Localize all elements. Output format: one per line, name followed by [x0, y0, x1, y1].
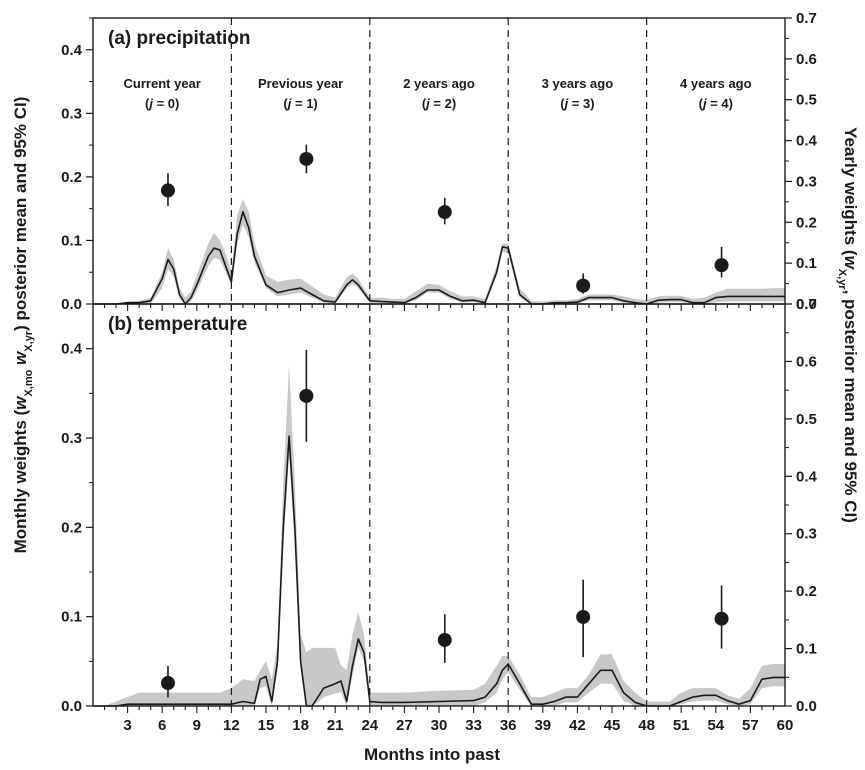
y-tick-label: 0.0: [61, 698, 82, 715]
y-tick-label: 0.3: [61, 105, 82, 122]
x-tick-label: 48: [638, 717, 655, 734]
x-tick-label: 27: [396, 717, 413, 734]
y2-tick-label: 0.0: [796, 698, 817, 715]
y-tick-label: 0.3: [61, 430, 82, 447]
y-tick-label: 0.4: [61, 42, 83, 59]
x-tick-label: 42: [569, 717, 586, 734]
year-label: Previous year: [258, 76, 343, 91]
monthly-mean-line: [93, 211, 785, 305]
y2-tick-label: 0.4: [796, 133, 818, 150]
year-label: 3 years ago: [542, 76, 614, 91]
panel-title: (b) temperature: [108, 314, 247, 335]
x-tick-label: 51: [673, 717, 690, 734]
x-tick-label: 3: [123, 717, 131, 734]
x-tick-label: 12: [223, 717, 240, 734]
yearly-weight-point: [160, 183, 175, 198]
y2-tick-label: 0.1: [796, 255, 817, 272]
y-tick-label: 0.1: [61, 609, 82, 626]
x-tick-label: 36: [500, 717, 517, 734]
y2-tick-label: 0.5: [796, 92, 817, 109]
x-tick-label: 57: [742, 717, 759, 734]
y-tick-label: 0.0: [61, 296, 82, 313]
y2-tick-label: 0.6: [796, 353, 817, 370]
year-label-index: (j = 4): [699, 96, 733, 111]
panel-precipitation: 0.0 0.1 0.2 0.3 0.4 0.0 0.1 0.2 0.3 0.4 0.5 0.6 0.7 (…: [61, 10, 817, 313]
year-label: Current year: [124, 76, 201, 91]
x-tick-label: 6: [158, 717, 166, 734]
monthly-ci-band: [93, 199, 785, 304]
yearly-weight-point: [576, 609, 591, 624]
y2-tick-label: 0.3: [796, 173, 817, 190]
monthly-mean-line: [93, 435, 785, 707]
y-tick-label: 0.2: [61, 169, 82, 186]
x-tick-label: 21: [327, 717, 344, 734]
x-tick-label: 24: [361, 717, 378, 734]
y2-tick-label: 0.3: [796, 526, 817, 543]
y2-tick-label: 0.5: [796, 411, 817, 428]
y2-tick-label: 0.2: [796, 214, 817, 231]
x-axis-title: Months into past: [364, 745, 500, 764]
y-tick-label: 0.1: [61, 232, 82, 249]
y2-tick-label: 0.4: [796, 468, 818, 485]
panel-temperature: 0.0 0.1 0.2 0.3 0.4 0.0 0.1 0.2 0.3 0.4 0.5 0.6 0.7 3…: [61, 296, 817, 734]
y2-tick-label: 0.0: [796, 296, 817, 313]
yearly-weight-point: [437, 205, 452, 220]
yearly-weight-point: [437, 632, 452, 647]
yearly-weight-point: [714, 258, 729, 273]
yearly-weight-point: [160, 676, 175, 691]
year-label-index: (j = 1): [283, 96, 317, 111]
y2-tick-label: 0.7: [796, 296, 817, 313]
y-tick-label: 0.4: [61, 341, 83, 358]
year-label-index: (j = 0): [145, 96, 179, 111]
yearly-weight-point: [714, 611, 729, 626]
x-tick-label: 15: [258, 717, 275, 734]
year-label-index: (j = 3): [560, 96, 594, 111]
year-label: 2 years ago: [403, 76, 475, 91]
yearly-weight-point: [299, 388, 314, 403]
y2-tick-label: 0.7: [796, 10, 817, 27]
year-label: 4 years ago: [680, 76, 752, 91]
x-tick-label: 30: [431, 717, 448, 734]
left-axis-title: Monthly weights (wX,mo wX,yr) posterior …: [11, 97, 35, 554]
x-tick-label: 9: [193, 717, 201, 734]
y-tick-label: 0.2: [61, 519, 82, 536]
panel-title: (a) precipitation: [108, 28, 251, 49]
x-tick-label: 45: [604, 717, 621, 734]
plot-frame: [92, 17, 786, 305]
x-tick-label: 54: [707, 717, 724, 734]
year-label-index: (j = 2): [422, 96, 456, 111]
yearly-weight-point: [576, 278, 591, 293]
x-tick-label: 60: [777, 717, 794, 734]
x-tick-label: 18: [292, 717, 309, 734]
x-tick-label: 33: [465, 717, 482, 734]
right-axis-title: Yearly weights (wX,yr, posterior mean an…: [836, 127, 860, 523]
plot-frame: [92, 303, 786, 707]
y2-tick-label: 0.6: [796, 51, 817, 68]
monthly-ci-band: [93, 364, 785, 706]
y2-tick-label: 0.1: [796, 641, 817, 658]
y2-tick-label: 0.2: [796, 583, 817, 600]
yearly-weight-point: [299, 151, 314, 166]
x-tick-label: 39: [534, 717, 551, 734]
